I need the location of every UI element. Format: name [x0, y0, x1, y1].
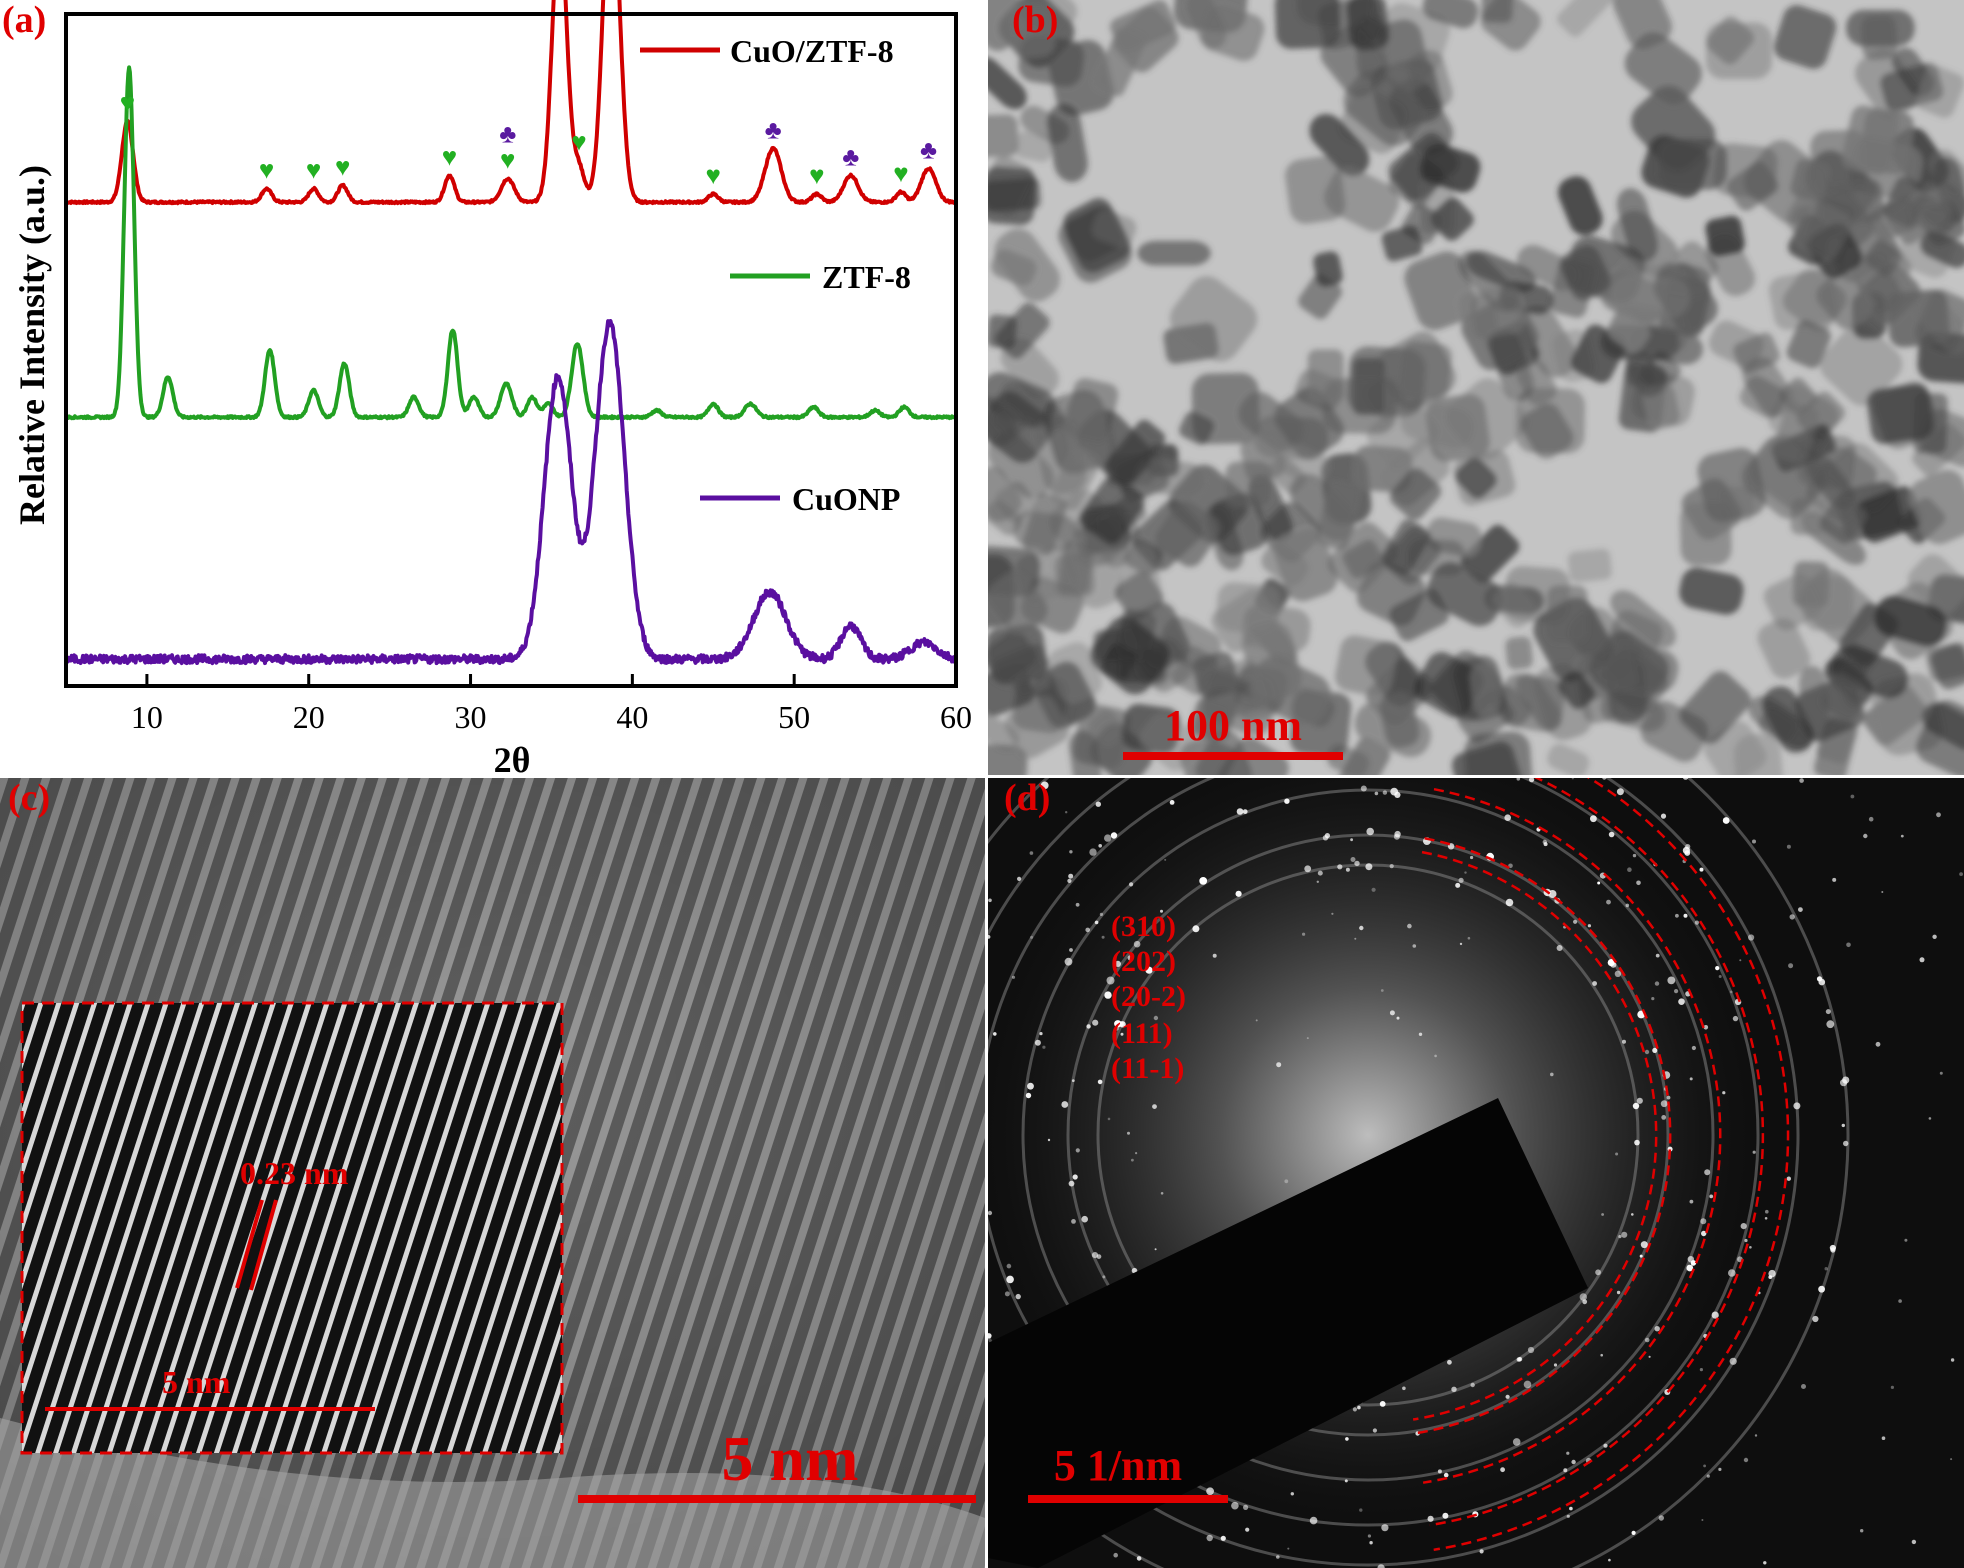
x-tick-label: 50: [778, 699, 810, 735]
plot-frame: [64, 12, 958, 688]
indexed-ring-arc: [1429, 778, 1765, 1527]
ztf8-peak-marker: ♥: [809, 161, 824, 190]
x-axis-label: 2θ: [494, 740, 531, 775]
xrd-series-group: [64, 0, 958, 666]
scale-bar-b: [1123, 752, 1343, 760]
ztf8-peak-marker: ♥: [120, 89, 135, 118]
tem-image: 100 nm: [988, 0, 1964, 775]
fringe-mark-1: [235, 1199, 264, 1289]
panel-label-a: (a): [2, 0, 47, 41]
ztf8-peak-marker: ♥: [442, 142, 457, 171]
series-line-ztf-8: [64, 65, 958, 421]
panel-label-c: (c): [8, 778, 51, 819]
ring-label: (20-2): [1111, 980, 1186, 1013]
series-line-cuonp: [64, 319, 958, 666]
saed-image: (310)(202)(20-2) (111)(11-1) 5 1/nm: [988, 778, 1964, 1568]
ztf8-peak-marker: ♥: [571, 127, 586, 156]
xrd-panel: (a) ♥♥♥♥♥♥♣♣♥♣♥♣♥♣♥♣ CuO/ZTF-8ZTF-8CuONP…: [0, 0, 985, 775]
x-tick-label: 60: [940, 699, 972, 735]
beam-stopper: [988, 1098, 1588, 1568]
tem-panel: 100 nm (b): [988, 0, 1964, 775]
fft-inset: [22, 1003, 562, 1453]
panel-label-d: (d): [1004, 778, 1051, 819]
x-tick-label: 10: [131, 699, 163, 735]
scale-bar-d: [1028, 1495, 1228, 1503]
indexed-ring-arc: [1415, 837, 1672, 1435]
inset-scale-label: 5 nm: [162, 1364, 231, 1400]
ztf8-peak-marker: ♥: [500, 146, 515, 175]
x-axis-ticks: 10 20 30 40 50 60: [131, 674, 972, 735]
cuo-peak-marker: ♣: [765, 115, 782, 144]
ztf8-peak-marker: ♥: [306, 156, 321, 185]
fringe-mark-2: [249, 1199, 278, 1291]
scale-label-d: 5 1/nm: [1054, 1441, 1182, 1490]
ring-label: (111): [1111, 1017, 1173, 1050]
hrtem-panel: 0.23 nm 5 nm 5 nm (c): [0, 778, 985, 1568]
ztf8-peak-marker: ♥: [706, 161, 721, 190]
nanoparticles: [988, 0, 1964, 775]
saed-panel: (310) (202) (20-2) (111) (11-1) 5 1/nm (d): [988, 778, 1964, 1568]
fringe-spacing-label: 0.23 nm: [240, 1155, 349, 1191]
ring-label: (11-1): [1111, 1052, 1184, 1085]
inset-border: [20, 1001, 564, 1455]
y-axis-label: Relative Intensity (a.u.): [12, 165, 52, 525]
indexed-rings: [1412, 778, 1790, 1552]
ztf8-peak-marker: ♥: [893, 159, 908, 188]
cuo-peak-marker: ♣: [842, 142, 859, 171]
ring-labels: (310)(202)(20-2) (111)(11-1): [1111, 910, 1186, 1085]
x-tick-label: 40: [616, 699, 648, 735]
ring-label: (202): [1111, 945, 1176, 978]
indexed-ring-arc: [1412, 850, 1658, 1421]
x-tick-label: 20: [293, 699, 325, 735]
indexed-ring-arc: [1433, 778, 1790, 1552]
panel-label-b: (b): [1012, 0, 1059, 41]
cuo-peak-marker: ♣: [920, 136, 937, 165]
ztf8-peak-marker: ♥: [335, 152, 350, 181]
series-line-cuo-ztf-8: [64, 0, 958, 206]
scale-bar-c: [578, 1495, 976, 1503]
indexed-ring-arc: [1422, 787, 1722, 1484]
scale-label-b: 100 nm: [1164, 701, 1302, 750]
ring-label: (310): [1111, 910, 1176, 943]
legend-label: CuO/ZTF-8: [730, 33, 894, 69]
xrd-legend-group: CuO/ZTF-8 ZTF-8 CuONP: [640, 33, 911, 517]
legend-label: CuONP: [792, 481, 900, 517]
xrd-markers-group: ♥♥♥♥♥♥♣♣♥♣♥♣♥♣♥♣: [120, 89, 937, 191]
scale-label-c: 5 nm: [722, 1423, 859, 1494]
cuo-peak-marker: ♣: [499, 120, 516, 149]
hrtem-image: 0.23 nm 5 nm 5 nm: [0, 778, 985, 1568]
ztf8-peak-marker: ♥: [259, 156, 274, 185]
legend-label: ZTF-8: [822, 259, 911, 295]
x-tick-label: 30: [455, 699, 487, 735]
